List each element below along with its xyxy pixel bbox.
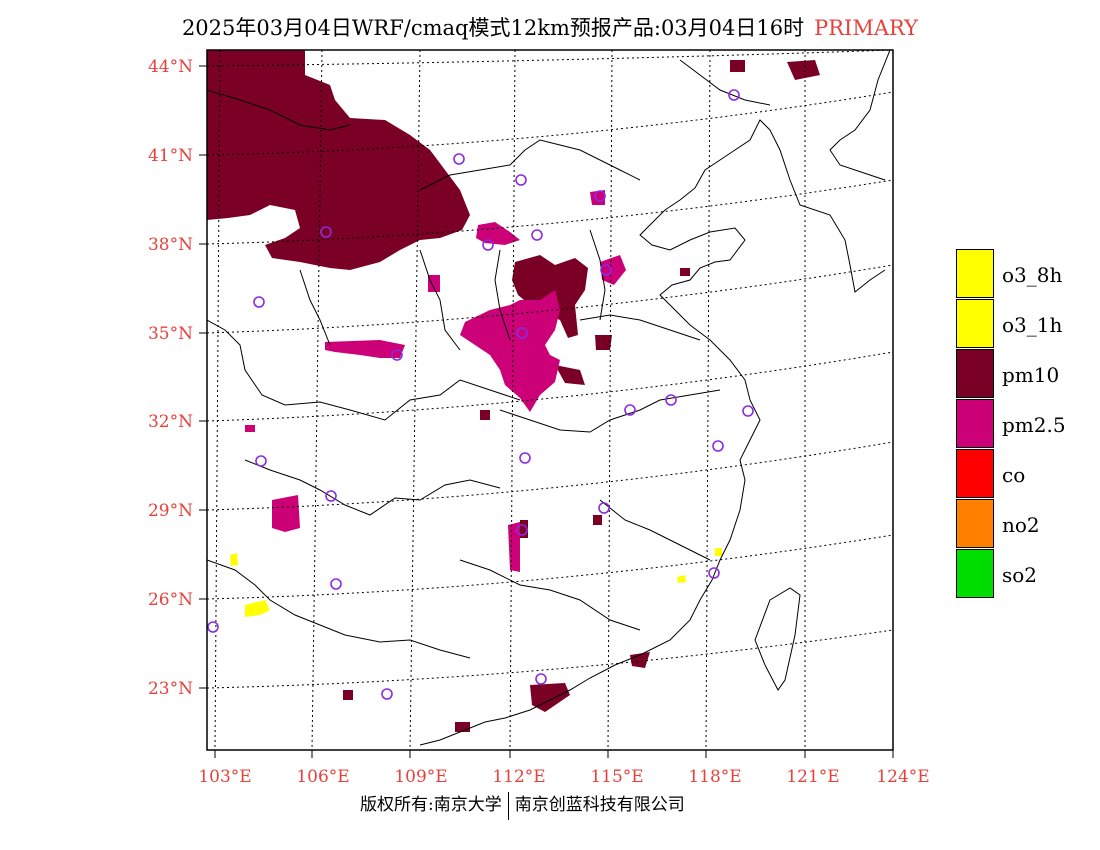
lon-label: 121°E [786,767,839,787]
footer-right: 南京创蓝科技有限公司 [514,795,685,815]
lon-label: 106°E [296,767,349,787]
legend-label: o3_8h [1002,263,1063,287]
lon-label: 103°E [198,767,251,787]
lat-label: 29°N [148,501,193,521]
legend-label: no2 [1002,513,1040,537]
lat-label: 44°N [148,57,193,77]
map-content [207,50,893,750]
legend-swatch [956,299,994,348]
legend-swatch [956,549,994,598]
map-title: 2025年03月04日WRF/cmaq模式12km预报产品:03月04日16时 P… [0,12,1100,42]
lat-label: 26°N [148,590,193,610]
lon-label: 115°E [590,767,643,787]
title-main: 2025年03月04日WRF/cmaq模式12km预报产品:03月04日16时 [181,16,805,40]
legend-label: co [1002,463,1026,487]
station-circle-icon [207,89,754,700]
legend-swatch [956,349,994,398]
lon-label: 118°E [688,767,741,787]
lat-label: 35°N [148,324,193,344]
title-tag: PRIMARY [814,16,919,40]
lat-label: 38°N [148,235,193,255]
legend-label: so2 [1002,563,1038,587]
lon-labels: 103°E 106°E 109°E 112°E 115°E 118°E 121°… [198,767,929,787]
lon-label: 109°E [394,767,447,787]
lat-labels: 44°N 41°N 38°N 35°N 32°N 29°N 26°N 23°N [148,57,193,699]
legend-label: pm10 [1002,363,1060,387]
map-frame [206,49,894,751]
tick-marks [199,65,894,758]
legend-label: pm2.5 [1002,413,1066,437]
legend-swatch [956,399,994,448]
footer-separator [507,791,509,820]
lat-label: 23°N [148,679,193,699]
lon-label: 112°E [492,767,545,787]
legend-swatch [956,249,994,298]
legend-swatch [956,449,994,498]
boundaries [207,50,891,746]
o3-regions [230,548,722,617]
copyright-footer: 版权所有:南京大学 南京创蓝科技有限公司 [360,790,685,820]
legend-label: o3_1h [1002,313,1063,337]
pm25-regions [245,190,626,572]
lon-label: 124°E [876,767,929,787]
legend-swatch [956,499,994,548]
lat-label: 32°N [148,412,193,432]
lat-label: 41°N [148,146,193,166]
footer-left: 版权所有:南京大学 [360,795,502,815]
graticule [207,50,893,750]
